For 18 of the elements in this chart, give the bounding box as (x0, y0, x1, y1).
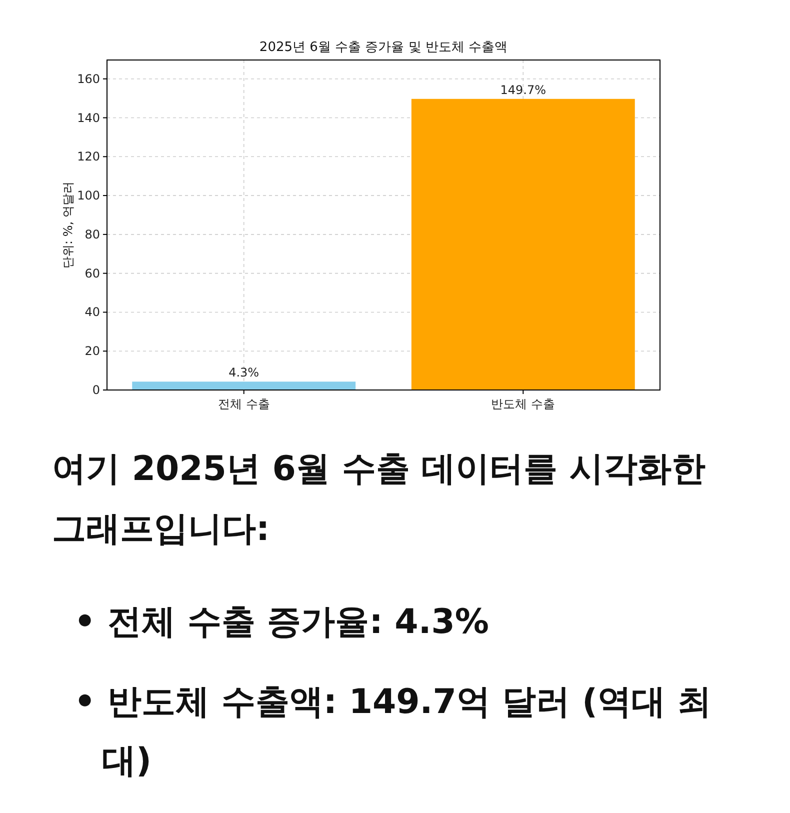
data-label: 149.7% (500, 82, 546, 97)
y-tick-label: 40 (84, 305, 100, 320)
y-tick-label: 80 (84, 227, 100, 242)
chart-title: 2025년 6월 수출 증가율 및 반도체 수출액 (259, 40, 508, 55)
x-tick-label: 전체 수출 (218, 397, 270, 411)
data-label: 4.3% (228, 366, 260, 380)
text: 여기 2025년 6월 수출 데이터를 시각화한 그래프입니다: (52, 448, 706, 550)
y-tick-label: 160 (77, 72, 100, 86)
y-axis-title: 단위: %, 억달러 (61, 182, 75, 268)
y-tick-label: 0 (92, 383, 100, 397)
text: • 반도체 수출액: 149.7억 달러 (역대 최대) (73, 680, 712, 783)
y-tick-label: 20 (84, 344, 100, 358)
x-tick-label: 반도체 수출 (491, 397, 556, 411)
text: • 전체 수출 증가율: 4.3% (73, 601, 490, 644)
y-tick-label: 120 (77, 150, 100, 164)
y-tick-label: 100 (77, 188, 100, 203)
y-tick-label: 140 (77, 110, 100, 125)
y-tick-label: 60 (84, 266, 100, 280)
